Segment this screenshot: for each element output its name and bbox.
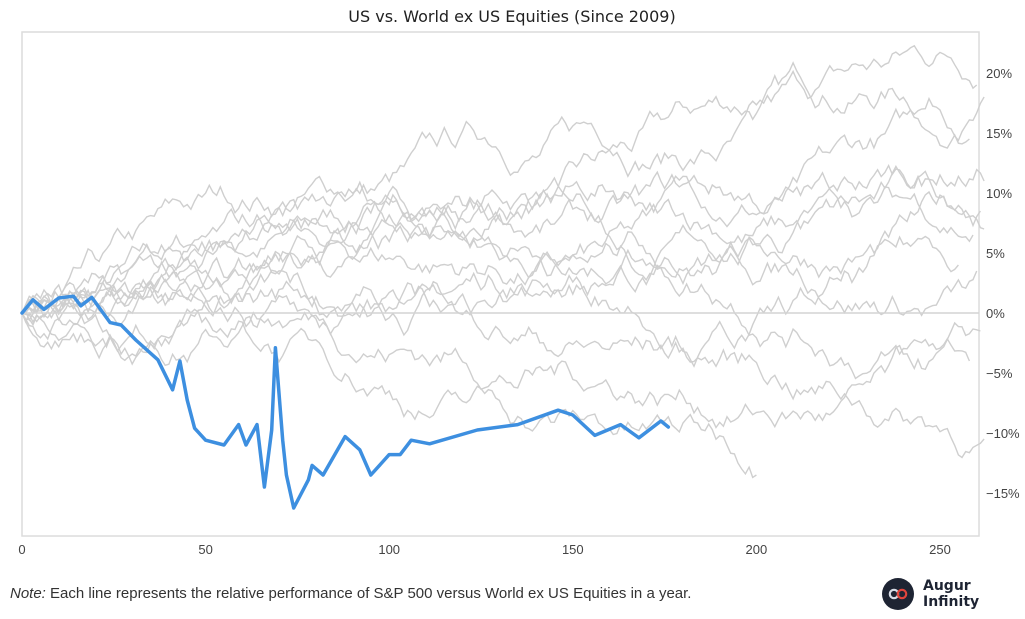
x-tick-label: 200	[746, 542, 768, 557]
x-tick-label: 250	[929, 542, 951, 557]
footnote: Note: Each line represents the relative …	[10, 585, 691, 602]
y-tick-label: 20%	[986, 66, 1012, 81]
background-series-year-11	[21, 256, 985, 459]
background-series-year-13	[21, 235, 959, 368]
footnote-text: Each line represents the relative perfor…	[45, 585, 692, 602]
brand: Augur Infinity	[882, 578, 1025, 610]
x-tick-label: 0	[18, 542, 25, 557]
y-tick-label: 5%	[986, 246, 1005, 261]
x-axis: 0 50 100 150 200 250	[18, 542, 950, 557]
brand-name: Augur Infinity	[923, 578, 980, 610]
infinity-logo-icon	[882, 578, 914, 610]
y-tick-label: 15%	[986, 126, 1012, 141]
background-series-year-6	[21, 190, 985, 319]
background-series-year-3	[21, 107, 970, 342]
y-tick-label: −15%	[986, 486, 1020, 501]
background-series-year-9	[21, 271, 981, 429]
x-tick-label: 50	[198, 542, 212, 557]
y-tick-label: 10%	[986, 186, 1012, 201]
x-tick-label: 100	[378, 542, 400, 557]
plot-frame	[21, 31, 980, 537]
chart: US vs. World ex US Equities (Since 2009)…	[18, 7, 1020, 557]
background-series-year-2	[21, 44, 978, 314]
footnote-label: Note:	[10, 585, 46, 602]
chart-title: US vs. World ex US Equities (Since 2009)	[348, 7, 675, 26]
x-tick-label: 150	[562, 542, 584, 557]
y-tick-label: 0%	[986, 306, 1005, 321]
y-axis: 20% 15% 10% 5% 0% −5% −10% −15%	[986, 66, 1020, 501]
background-series-year-10	[21, 180, 971, 380]
y-tick-label: −5%	[986, 366, 1013, 381]
background-series-year-1	[21, 61, 985, 324]
background-series-year-8	[21, 176, 978, 317]
background-series-year-4	[21, 163, 985, 367]
y-tick-label: −10%	[986, 426, 1020, 441]
background-series-year-7	[21, 170, 974, 318]
highlight-series-line	[20, 294, 671, 510]
